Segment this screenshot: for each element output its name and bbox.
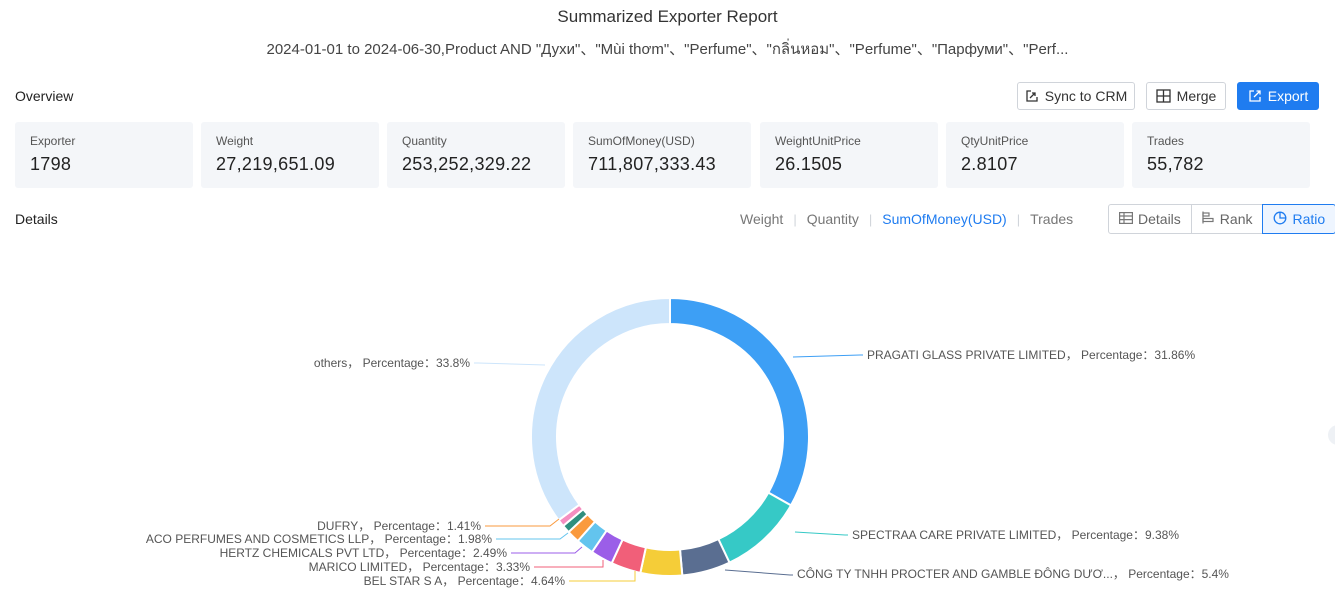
metric-tabs: Weight | Quantity | SumOfMoney(USD) | Tr… — [730, 210, 1083, 228]
rank-view-button[interactable]: Rank — [1190, 204, 1264, 234]
stat-value: 1798 — [30, 154, 72, 174]
label-leader-line — [534, 560, 604, 568]
tab-sum-of-money[interactable]: SumOfMoney(USD) — [882, 211, 1007, 227]
scroll-handle[interactable] — [1328, 425, 1335, 445]
donut-slice[interactable] — [639, 546, 684, 577]
sync-to-crm-button[interactable]: Sync to CRM — [1017, 82, 1135, 110]
slice-label: PRAGATI GLASS PRIVATE LIMITED， Percentag… — [867, 348, 1195, 362]
sync-icon — [1025, 89, 1039, 103]
stat-label: Exporter — [30, 134, 76, 148]
details-view-label: Details — [1138, 211, 1181, 227]
slice-label: others， Percentage：33.8% — [314, 356, 470, 370]
stat-value: 711,807,333.43 — [588, 154, 716, 174]
export-label: Export — [1267, 88, 1309, 104]
label-leader-line — [569, 571, 636, 582]
stat-card-trades: Trades 55,782 — [1132, 122, 1310, 188]
label-leader-line — [474, 362, 546, 366]
donut-slice[interactable] — [530, 296, 671, 522]
donut-slice[interactable] — [669, 296, 810, 507]
stat-value: 2.8107 — [961, 154, 1018, 174]
merge-button[interactable]: Merge — [1146, 82, 1226, 110]
pie-chart-icon — [1273, 211, 1287, 228]
view-toggle-group: Details Rank Ratio — [1108, 204, 1335, 234]
merge-label: Merge — [1176, 88, 1217, 104]
stat-value: 27,219,651.09 — [216, 154, 336, 174]
slice-label: DUFRY， Percentage：1.41% — [317, 519, 481, 533]
details-label: Details — [15, 211, 58, 227]
stat-card-sum-of-money: SumOfMoney(USD) 711,807,333.43 — [573, 122, 751, 188]
label-leader-line — [724, 569, 793, 576]
stat-label: WeightUnitPrice — [775, 134, 861, 148]
stat-card-quantity: Quantity 253,252,329.22 — [387, 122, 565, 188]
report-subtitle: 2024-01-01 to 2024-06-30,Product AND "Ду… — [266, 41, 1069, 58]
merge-icon — [1156, 89, 1171, 103]
stat-label: Quantity — [402, 134, 447, 148]
slice-label: HERTZ CHEMICALS PVT LTD， Percentage：2.49… — [220, 546, 508, 560]
label-leader-line — [496, 532, 569, 540]
stat-card-exporter: Exporter 1798 — [15, 122, 193, 188]
report-title: Summarized Exporter Report — [557, 7, 778, 26]
overview-label: Overview — [15, 88, 74, 104]
rank-view-label: Rank — [1219, 211, 1253, 227]
export-icon — [1248, 89, 1262, 103]
stat-label: SumOfMoney(USD) — [588, 134, 695, 148]
sync-to-crm-label: Sync to CRM — [1044, 88, 1128, 104]
stat-card-weight-unit-price: WeightUnitPrice 26.1505 — [760, 122, 938, 188]
slice-label: BEL STAR S A， Percentage：4.64% — [364, 574, 566, 588]
tab-quantity[interactable]: Quantity — [806, 211, 859, 227]
ratio-view-button[interactable]: Ratio — [1262, 204, 1335, 234]
tab-separator: | — [793, 211, 797, 227]
label-leader-line — [511, 546, 583, 554]
label-leader-line — [794, 531, 848, 536]
slice-label: SPECTRAA CARE PRIVATE LIMITED， Percentag… — [852, 528, 1179, 542]
tab-trades[interactable]: Trades — [1030, 211, 1074, 227]
ratio-view-label: Ratio — [1292, 211, 1326, 227]
stat-label: Trades — [1147, 134, 1184, 148]
slice-label: ACO PERFUMES AND COSMETICS LLP， Percenta… — [146, 532, 492, 546]
stat-card-weight: Weight 27,219,651.09 — [201, 122, 379, 188]
bar-chart-icon — [1202, 211, 1215, 227]
table-icon — [1119, 211, 1134, 227]
details-view-button[interactable]: Details — [1108, 204, 1192, 234]
label-leader-line — [792, 354, 863, 358]
export-button[interactable]: Export — [1237, 82, 1319, 110]
label-leader-line — [485, 518, 560, 527]
donut-slice[interactable] — [717, 491, 793, 564]
tab-separator: | — [868, 211, 873, 227]
stat-card-qty-unit-price: QtyUnitPrice 2.8107 — [946, 122, 1124, 188]
stat-label: QtyUnitPrice — [961, 134, 1029, 148]
slice-label: MARICO LIMITED， Percentage：3.33% — [309, 560, 531, 574]
stat-value: 253,252,329.22 — [402, 154, 532, 174]
slice-label: CÔNG TY TNHH PROCTER AND GAMBLE ĐÔNG DƯƠ… — [797, 566, 1229, 581]
stat-value: 55,782 — [1147, 154, 1204, 174]
stat-value: 26.1505 — [775, 154, 843, 174]
tab-separator: | — [1016, 211, 1021, 227]
stat-label: Weight — [216, 134, 254, 148]
tab-weight[interactable]: Weight — [740, 211, 784, 227]
